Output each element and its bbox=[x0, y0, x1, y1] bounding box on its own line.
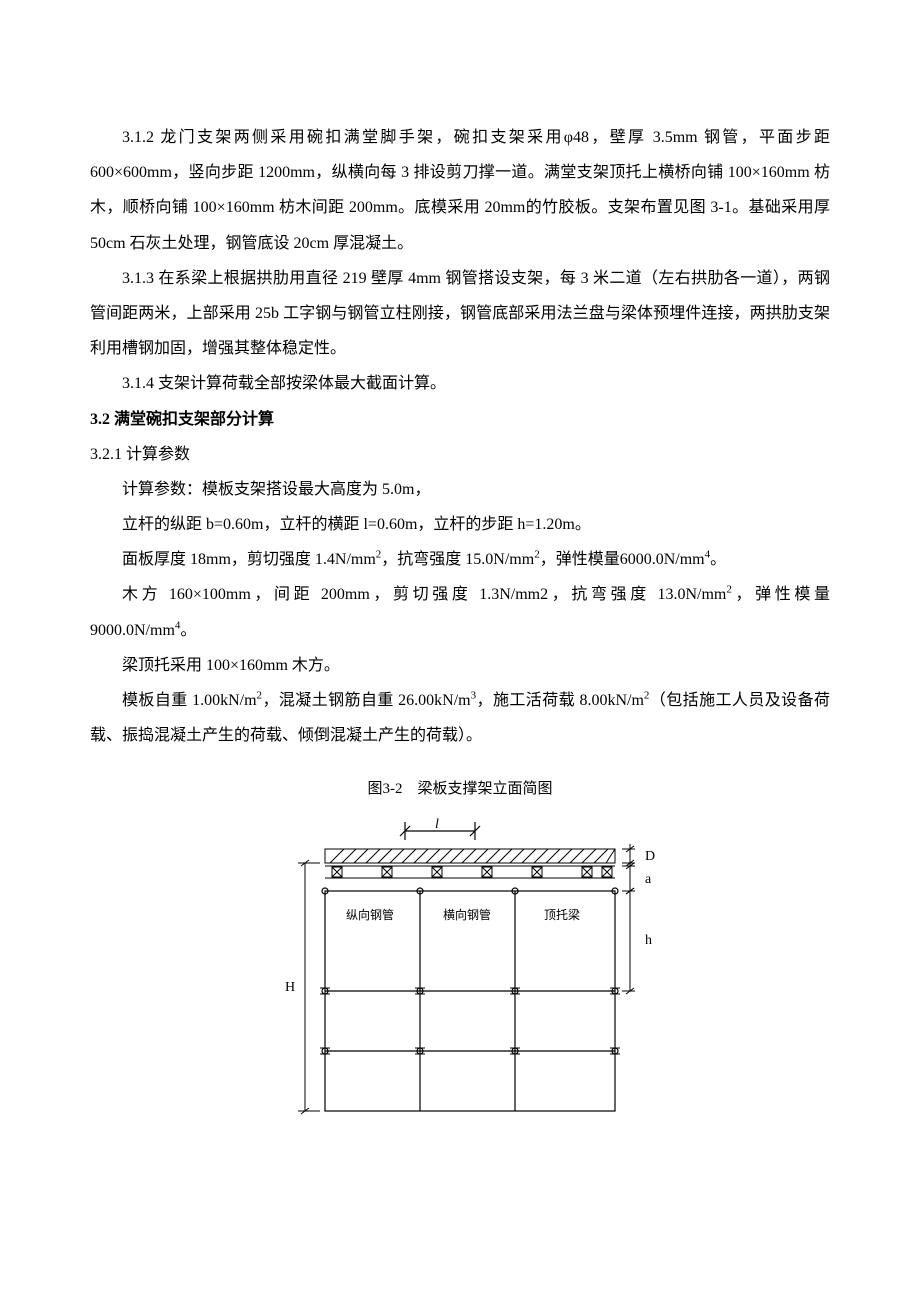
label-D: D bbox=[645, 849, 655, 864]
paragraph-pole-spacing: 立杆的纵距 b=0.60m，立杆的横距 l=0.60m，立杆的步距 h=1.20… bbox=[90, 507, 830, 542]
diagram-svg: l bbox=[250, 816, 670, 1136]
paragraph-3-1-4: 3.1.4 支架计算荷载全部按梁体最大截面计算。 bbox=[90, 366, 830, 401]
paragraph-3-1-3: 3.1.3 在系梁上根据拱肋用直径 219 壁厚 4mm 钢管搭设支架，每 3 … bbox=[90, 261, 830, 367]
label-longitudinal: 纵向钢管 bbox=[346, 907, 394, 922]
label-h: h bbox=[645, 933, 652, 948]
text-load-a: 模板自重 1.00kN/m bbox=[122, 692, 257, 709]
paragraph-calc-params: 计算参数：模板支架搭设最大高度为 5.0m， bbox=[90, 472, 830, 507]
slab-hatch bbox=[325, 849, 615, 863]
text-panel-b: ，抗弯强度 15.0N/mm bbox=[381, 551, 534, 568]
text-panel-d: 。 bbox=[710, 551, 726, 568]
paragraph-panel: 面板厚度 18mm，剪切强度 1.4N/mm2，抗弯强度 15.0N/mm2，弹… bbox=[90, 542, 830, 577]
text-load-b: ，混凝土钢筋自重 26.00kN/m bbox=[262, 692, 471, 709]
dim-h bbox=[622, 888, 635, 994]
paragraph-3-1-2: 3.1.2 龙门支架两侧采用碗扣满堂脚手架，碗扣支架采用φ48，壁厚 3.5mm… bbox=[90, 120, 830, 261]
label-transverse: 横向钢管 bbox=[443, 907, 491, 922]
top-beam-row bbox=[325, 866, 615, 878]
text-wood-a: 木方 160×100mm，间距 200mm，剪切强度 1.3N/mm2，抗弯强度… bbox=[122, 586, 726, 603]
text-panel-a: 面板厚度 18mm，剪切强度 1.4N/mm bbox=[122, 551, 376, 568]
label-a: a bbox=[645, 872, 652, 887]
label-topbeam: 顶托梁 bbox=[544, 907, 580, 922]
dim-D bbox=[622, 844, 635, 868]
paragraph-beam-top: 梁顶托采用 100×160mm 木方。 bbox=[90, 648, 830, 683]
subheading-3-2-1: 3.2.1 计算参数 bbox=[90, 437, 830, 472]
label-H: H bbox=[285, 980, 295, 995]
text-panel-c: ，弹性模量6000.0N/mm bbox=[540, 551, 705, 568]
label-l: l bbox=[435, 817, 439, 832]
dim-l bbox=[400, 822, 480, 840]
figure-3-2: 图3-2 梁板支撑架立面简图 l bbox=[90, 773, 830, 1136]
text-wood-c: 。 bbox=[180, 622, 196, 639]
text-load-c: ，施工活荷载 8.00kN/m bbox=[476, 692, 644, 709]
paragraph-wood: 木方 160×100mm，间距 200mm，剪切强度 1.3N/mm2，抗弯强度… bbox=[90, 577, 830, 647]
paragraph-loads: 模板自重 1.00kN/m2，混凝土钢筋自重 26.00kN/m3，施工活荷载 … bbox=[90, 683, 830, 753]
dim-H bbox=[298, 860, 320, 1114]
figure-caption: 图3-2 梁板支撑架立面简图 bbox=[90, 773, 830, 806]
heading-3-2: 3.2 满堂碗扣支架部分计算 bbox=[90, 402, 830, 437]
